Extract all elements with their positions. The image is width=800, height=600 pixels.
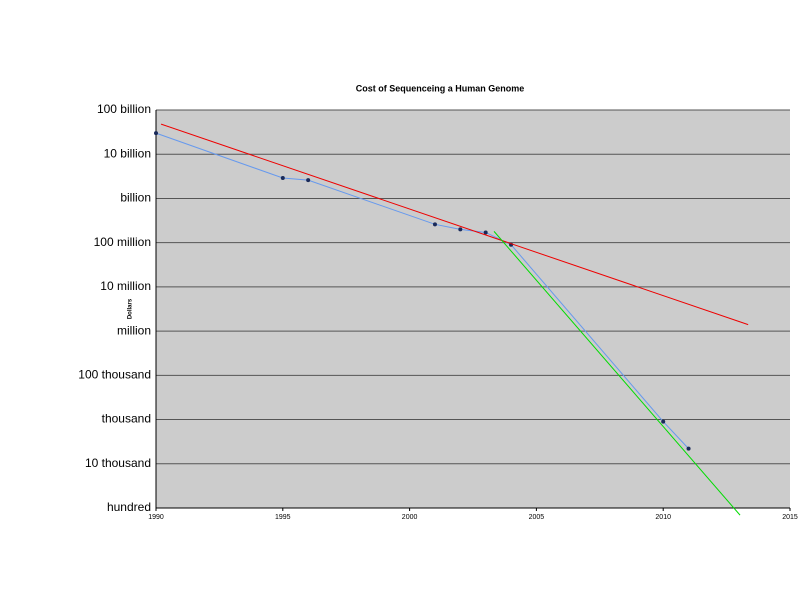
y-tick-label: 10 thousand xyxy=(85,456,151,470)
y-tick-label: thousand xyxy=(102,412,151,426)
series-line xyxy=(493,231,741,516)
x-tick-label: 1990 xyxy=(148,514,164,521)
data-point xyxy=(458,227,463,232)
data-point xyxy=(154,131,158,136)
data-point xyxy=(661,419,666,424)
x-tick-label: 2010 xyxy=(655,514,671,521)
plot-area xyxy=(156,110,790,508)
series-line xyxy=(160,123,749,326)
y-tick-label: 100 billion xyxy=(97,102,151,116)
y-tick-label: 10 billion xyxy=(104,146,151,160)
x-tick-label: 1995 xyxy=(275,514,291,521)
data-point xyxy=(306,178,311,183)
data-point xyxy=(432,222,437,227)
y-tick-label: billion xyxy=(120,191,151,205)
y-tick-label: 100 million xyxy=(94,235,151,249)
y-tick-label: 100 thousand xyxy=(78,368,151,382)
y-tick-label: hundred xyxy=(107,500,151,514)
y-axis-label: Dollars xyxy=(128,298,134,319)
y-tick-label: 10 million xyxy=(100,279,151,293)
x-tick-label: 2005 xyxy=(529,514,545,521)
x-tick-label: 2000 xyxy=(402,514,418,521)
x-tick-label: 2015 xyxy=(782,514,798,521)
y-tick-label: million xyxy=(117,323,151,337)
data-point xyxy=(686,446,691,451)
data-point xyxy=(483,230,488,235)
data-point xyxy=(280,175,285,180)
chart-title: Cost of Sequenceing a Human Genome xyxy=(356,83,525,93)
